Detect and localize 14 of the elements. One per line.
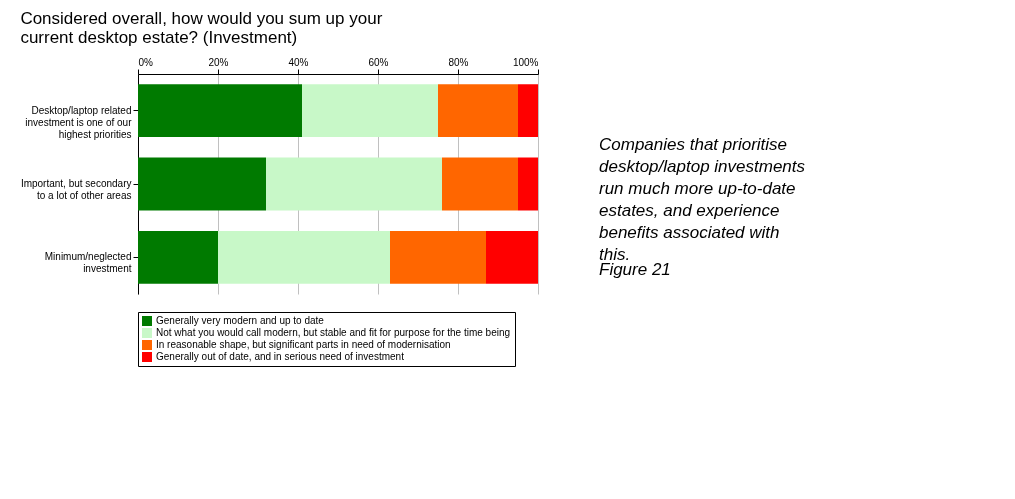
x-tick-label: 0%	[138, 56, 154, 68]
x-tick-label: 20%	[208, 56, 229, 68]
x-tick-label: 80%	[448, 56, 469, 68]
y-tick-label: Minimum/neglected investment	[44, 251, 132, 275]
chart-title: Considered overall, how would you sum up your current desktop estate? (Investment)	[20, 9, 383, 47]
legend-label: Not what you would call modern, but stable and fit for purpose for the time being	[156, 327, 511, 338]
x-tick-label: 40%	[288, 56, 309, 68]
y-tick-label: Important, but secondary to a lot of other areas	[20, 178, 132, 201]
legend-label: In reasonable shape, but significant parts in need of modernisation	[156, 339, 451, 350]
y-tick-label: Desktop/laptop related investment is one of our highest priorities	[25, 104, 133, 140]
legend-label: Generally very modern and up to date	[156, 315, 325, 326]
x-tick-label: 100%	[512, 56, 539, 68]
x-tick-label: 60%	[368, 56, 389, 68]
legend-label: Generally out of date, and in serious need of investment	[156, 351, 405, 362]
